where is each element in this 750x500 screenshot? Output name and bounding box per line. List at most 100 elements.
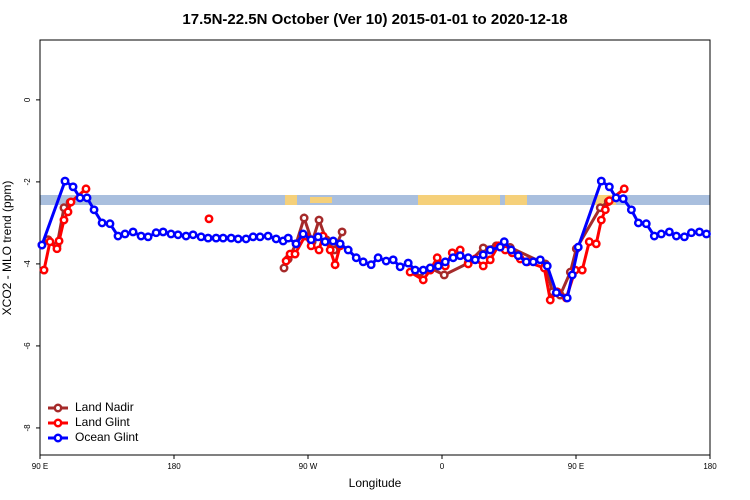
y-tick-label: -4 — [23, 260, 32, 268]
point — [573, 242, 583, 252]
point — [248, 232, 258, 242]
point — [63, 207, 73, 217]
point — [528, 257, 538, 267]
point — [128, 227, 138, 237]
point — [418, 275, 428, 285]
point — [403, 258, 413, 268]
point — [263, 231, 273, 241]
point — [283, 233, 293, 243]
legend-label: Land Glint — [75, 415, 130, 429]
point — [686, 228, 696, 238]
point — [649, 231, 659, 241]
point — [604, 196, 614, 206]
point — [166, 229, 176, 239]
point — [425, 263, 435, 273]
point — [499, 237, 509, 247]
point — [433, 261, 443, 271]
x-tick-label: 180 — [167, 462, 181, 471]
point — [226, 233, 236, 243]
point — [671, 231, 681, 241]
point — [656, 229, 666, 239]
point — [478, 261, 488, 271]
point — [373, 253, 383, 263]
point — [455, 251, 465, 261]
y-axis-label: XCO2 - MLO trend (ppm) — [0, 181, 14, 316]
point — [485, 245, 495, 255]
point — [54, 236, 64, 246]
point — [584, 237, 594, 247]
point — [211, 233, 221, 243]
point — [432, 253, 442, 263]
point — [59, 215, 69, 225]
point — [641, 219, 651, 229]
x-tick-label: 90 W — [299, 462, 318, 471]
point — [567, 270, 577, 280]
x-tick-label: 90 E — [568, 462, 584, 471]
x-tick-label: 0 — [440, 462, 445, 471]
point — [351, 253, 361, 263]
point — [410, 265, 420, 275]
point — [381, 256, 391, 266]
point — [619, 184, 629, 194]
point — [679, 232, 689, 242]
point — [241, 234, 251, 244]
point — [298, 229, 308, 239]
y-tick-label: -6 — [23, 342, 32, 350]
point — [485, 255, 495, 265]
point — [626, 205, 636, 215]
point — [218, 233, 228, 243]
point — [281, 256, 291, 266]
x-axis-label: Longitude — [349, 476, 402, 490]
point — [75, 193, 85, 203]
point — [279, 263, 289, 273]
point — [535, 255, 545, 265]
point — [290, 249, 300, 259]
point — [97, 218, 107, 228]
point — [600, 205, 610, 215]
legend-marker — [53, 403, 63, 413]
point — [439, 270, 449, 280]
point — [330, 260, 340, 270]
point — [521, 257, 531, 267]
point — [513, 251, 523, 261]
point — [120, 229, 130, 239]
legend-label: Land Nadir — [75, 400, 134, 414]
point — [478, 243, 488, 253]
point — [233, 234, 243, 244]
point — [545, 295, 555, 305]
x-tick-label: 180 — [703, 462, 717, 471]
point — [335, 239, 345, 249]
point — [271, 234, 281, 244]
point — [68, 182, 78, 192]
point — [694, 227, 704, 237]
legend-marker — [53, 433, 63, 443]
point — [664, 227, 674, 237]
point — [188, 230, 198, 240]
point — [618, 194, 628, 204]
point — [343, 245, 353, 255]
point — [366, 260, 376, 270]
point — [60, 176, 70, 186]
point — [181, 231, 191, 241]
series-line — [40, 200, 610, 298]
point — [204, 214, 214, 224]
point — [89, 205, 99, 215]
point — [313, 232, 323, 242]
point — [440, 257, 450, 267]
point — [320, 237, 330, 247]
point — [633, 218, 643, 228]
point — [37, 240, 47, 250]
point — [506, 245, 516, 255]
point — [470, 255, 480, 265]
point — [314, 215, 324, 225]
chart-title: 17.5N-22.5N October (Ver 10) 2015-01-01 … — [182, 11, 567, 28]
point — [542, 261, 552, 271]
point — [306, 235, 316, 245]
point — [337, 227, 347, 237]
point — [203, 233, 213, 243]
point — [299, 213, 309, 223]
point — [701, 229, 711, 239]
point — [52, 244, 62, 254]
point — [113, 231, 123, 241]
